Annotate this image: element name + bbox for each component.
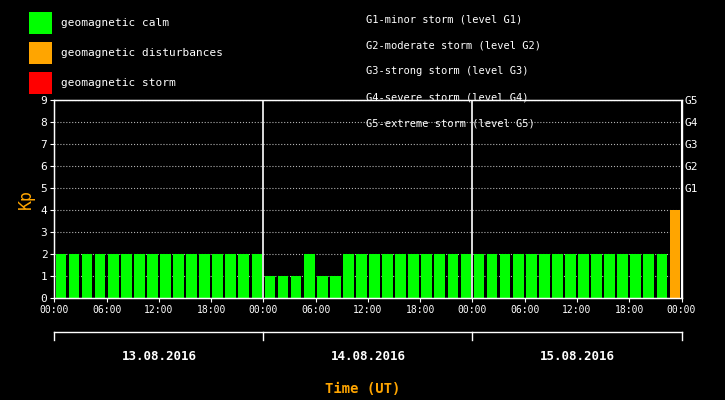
Bar (212, 254, 223, 298)
Bar (604, 254, 615, 298)
Text: G5-extreme storm (level G5): G5-extreme storm (level G5) (366, 118, 535, 128)
Bar (670, 210, 680, 298)
Bar (239, 254, 249, 298)
Bar (631, 254, 641, 298)
Bar (121, 254, 132, 298)
Text: 13.08.2016: 13.08.2016 (121, 350, 196, 363)
Text: G3-strong storm (level G3): G3-strong storm (level G3) (366, 66, 529, 76)
Bar (108, 254, 118, 298)
Bar (147, 254, 158, 298)
Bar (473, 254, 484, 298)
Text: Time (UT): Time (UT) (325, 382, 400, 396)
Bar (56, 254, 66, 298)
Bar (343, 254, 354, 298)
Bar (199, 254, 210, 298)
Text: 14.08.2016: 14.08.2016 (331, 350, 405, 363)
Bar (578, 254, 589, 298)
Text: 15.08.2016: 15.08.2016 (539, 350, 615, 363)
Bar (186, 254, 197, 298)
Bar (447, 254, 458, 298)
Bar (644, 254, 654, 298)
Bar (160, 254, 171, 298)
Bar (265, 276, 276, 298)
Text: G2-moderate storm (level G2): G2-moderate storm (level G2) (366, 40, 541, 50)
Bar (95, 254, 105, 298)
Bar (460, 254, 471, 298)
Text: geomagnetic storm: geomagnetic storm (61, 78, 175, 88)
Bar (618, 254, 628, 298)
Text: G4-severe storm (level G4): G4-severe storm (level G4) (366, 92, 529, 102)
Bar (330, 276, 341, 298)
Bar (434, 254, 445, 298)
Bar (291, 276, 302, 298)
Bar (486, 254, 497, 298)
Bar (134, 254, 145, 298)
Bar (82, 254, 92, 298)
Bar (382, 254, 393, 298)
Bar (408, 254, 419, 298)
Bar (500, 254, 510, 298)
Bar (278, 276, 289, 298)
Bar (304, 254, 315, 298)
Bar (395, 254, 406, 298)
Bar (69, 254, 79, 298)
Bar (539, 254, 550, 298)
Bar (421, 254, 432, 298)
Bar (225, 254, 236, 298)
Bar (317, 276, 328, 298)
Bar (565, 254, 576, 298)
Text: geomagnetic disturbances: geomagnetic disturbances (61, 48, 223, 58)
Text: geomagnetic calm: geomagnetic calm (61, 18, 169, 28)
Bar (369, 254, 380, 298)
Bar (513, 254, 523, 298)
Bar (657, 254, 667, 298)
Bar (173, 254, 184, 298)
Bar (552, 254, 563, 298)
Bar (591, 254, 602, 298)
Bar (356, 254, 367, 298)
Y-axis label: Kp: Kp (17, 189, 35, 209)
Bar (526, 254, 536, 298)
Text: G1-minor storm (level G1): G1-minor storm (level G1) (366, 14, 523, 24)
Bar (252, 254, 262, 298)
